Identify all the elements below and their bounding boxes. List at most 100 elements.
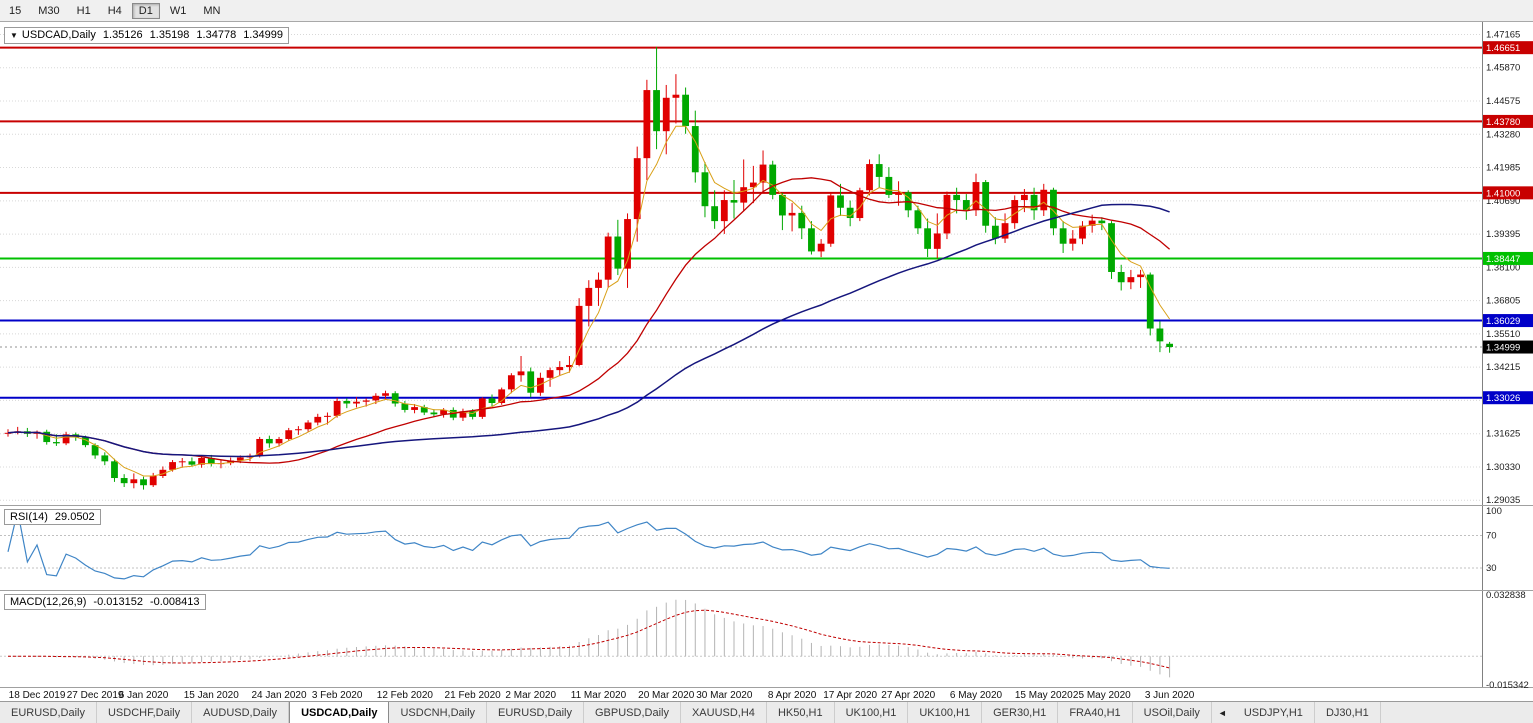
line-price-tag: 1.38447 <box>1483 251 1533 265</box>
chart-title: ▼ USDCAD,Daily 1.35126 1.35198 1.34778 1.3499… <box>4 27 289 44</box>
candle-body <box>1011 200 1019 224</box>
date-label: 6 May 2020 <box>950 690 1003 701</box>
period-button-m30[interactable]: M30 <box>38 4 60 17</box>
candle-body <box>517 371 525 376</box>
candle-body <box>1146 274 1154 329</box>
chart-symbol-label: USDCAD,Daily <box>21 29 96 41</box>
tab-xauusd-h4[interactable]: XAUUSD,H4 <box>681 702 767 723</box>
candle-body <box>440 409 447 415</box>
candle-body <box>720 200 728 222</box>
candle-body <box>498 389 506 404</box>
candle-body <box>624 219 631 269</box>
tab-fra40-h1[interactable]: FRA40,H1 <box>1058 702 1133 723</box>
price-axis-label: 1.45870 <box>1486 63 1520 74</box>
candle-body <box>614 236 622 269</box>
svg-text:1.36029: 1.36029 <box>1486 316 1520 327</box>
tab-usdcad-daily[interactable]: USDCAD,Daily <box>289 702 390 723</box>
candle-body <box>372 395 380 401</box>
tab-ger30-h1[interactable]: GER30,H1 <box>982 702 1059 723</box>
tab-usdcnh-daily[interactable]: USDCNH,Daily <box>389 702 488 723</box>
candle-body <box>1108 223 1115 272</box>
candle-body <box>556 367 564 371</box>
macd-signal-value: -0.008413 <box>149 596 200 608</box>
candle-body <box>82 437 89 446</box>
period-button-h1[interactable]: H1 <box>76 4 91 17</box>
tab-dj30-h1[interactable]: DJ30,H1 <box>1315 702 1381 723</box>
candle-body <box>633 158 641 220</box>
price-axis-label: 1.41985 <box>1486 163 1520 174</box>
candle-body <box>333 400 341 416</box>
candle-body <box>595 279 602 288</box>
price-axis[interactable]: 1.47165 1.45870 1.44575 1.43280 1.41985 1.406… <box>1482 22 1533 688</box>
date-label: 3 Feb 2020 <box>312 690 363 701</box>
candle-body <box>324 415 331 417</box>
candle-body <box>788 212 796 216</box>
candle-body <box>1117 271 1125 283</box>
candle-body <box>53 442 60 444</box>
period-button-w1[interactable]: W1 <box>169 4 187 17</box>
macd-signal-line <box>7 609 1170 669</box>
line-price-tag: 1.36029 <box>1483 314 1533 328</box>
svg-text:1.41000: 1.41000 <box>1486 188 1520 199</box>
tab-uk100-h1[interactable]: UK100,H1 <box>835 702 909 723</box>
candle-body <box>140 479 147 486</box>
date-label: 11 Mar 2020 <box>571 690 627 701</box>
tab-audusd-daily[interactable]: AUDUSD,Daily <box>192 702 290 723</box>
tab-eurusd-daily[interactable]: EURUSD,Daily <box>487 702 584 723</box>
rsi-axis-label: 100 <box>1486 506 1502 517</box>
candle-body <box>846 207 854 219</box>
candle-body <box>701 172 709 207</box>
date-label: 3 Jun 2020 <box>1145 690 1195 701</box>
one-click-trading-icon[interactable]: ▼ <box>10 31 18 40</box>
moving-average-lines <box>7 125 1171 477</box>
price-axis-label: 1.40690 <box>1486 196 1520 207</box>
timeframe-toolbar: 15 M30 H1 H4 D1 W1 MN <box>0 0 1533 22</box>
candle-body <box>488 398 496 404</box>
ma-line-55 <box>7 203 1170 458</box>
candle-body <box>895 192 902 195</box>
candle-body <box>943 194 951 234</box>
candle-body <box>769 164 777 195</box>
period-button-15[interactable]: 15 <box>9 4 22 17</box>
candle-body <box>43 431 51 443</box>
candle-body <box>537 377 544 393</box>
candle-body <box>198 457 205 465</box>
candlesticks <box>4 46 1173 490</box>
candle-body <box>420 407 428 413</box>
tab-scroll-left-icon[interactable]: ◄ <box>1217 707 1227 718</box>
candle-body <box>711 206 719 222</box>
date-label: 24 Jan 2020 <box>252 690 307 701</box>
candle-body <box>604 236 612 280</box>
candle-body <box>178 461 186 463</box>
candle-body <box>1059 228 1067 244</box>
date-label: 12 Feb 2020 <box>377 690 434 701</box>
period-button-d1[interactable]: D1 <box>131 2 160 19</box>
macd-indicator-label: MACD(12,26,9) -0.013152 -0.008413 <box>4 594 206 610</box>
tab-uk100-h1[interactable]: UK100,H1 <box>908 702 983 723</box>
candle-body <box>101 455 109 462</box>
tab-usdjpy-h1[interactable]: USDJPY,H1 <box>1233 702 1315 723</box>
date-label: 30 Mar 2020 <box>696 690 753 701</box>
tab-hk50-h1[interactable]: HK50,H1 <box>767 702 835 723</box>
tab-usdchf-daily[interactable]: USDCHF,Daily <box>97 702 193 723</box>
candle-body <box>749 182 757 188</box>
candle-body <box>314 416 322 423</box>
candle-body <box>507 375 515 390</box>
candle-body <box>391 393 399 404</box>
period-button-h4[interactable]: H4 <box>107 4 122 17</box>
tab-usoil-daily[interactable]: USOil,Daily <box>1133 702 1212 723</box>
svg-text:1.33026: 1.33026 <box>1486 393 1520 404</box>
macd-axis-label: 0.032838 <box>1486 590 1526 601</box>
candle-body <box>1021 194 1028 201</box>
tab-gbpusd-daily[interactable]: GBPUSD,Daily <box>584 702 681 723</box>
candle-body <box>885 176 893 195</box>
chart-canvas[interactable]: 1.47165 1.45870 1.44575 1.43280 1.41985 1.406… <box>0 22 1533 701</box>
period-button-mn[interactable]: MN <box>203 4 221 17</box>
price-axis-label: 1.36805 <box>1486 296 1520 307</box>
candle-body <box>585 287 593 306</box>
price-axis-label: 1.43280 <box>1486 129 1520 140</box>
rsi-line <box>7 510 1170 580</box>
tab-eurusd-daily[interactable]: EURUSD,Daily <box>0 702 97 723</box>
price-gridlines <box>0 33 1482 501</box>
